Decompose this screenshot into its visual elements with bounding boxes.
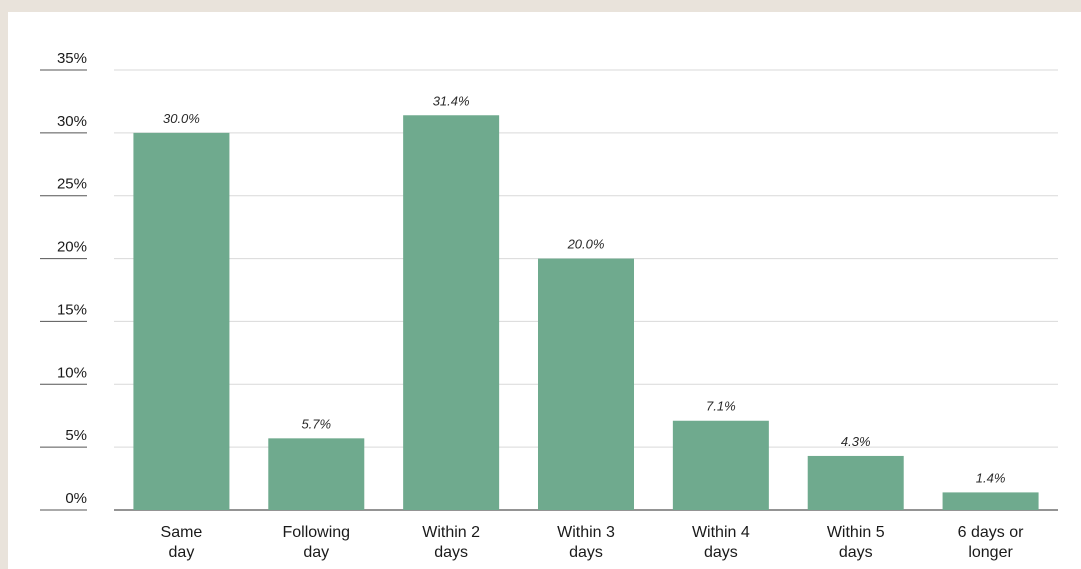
bar-chart: 0% 5% 10% 15% 20% 25% 30% 35% 30.0% Same day 5.7% Fo… bbox=[40, 50, 1058, 561]
x-tick-label: day bbox=[169, 544, 195, 561]
y-tick-label: 20% bbox=[57, 239, 87, 256]
x-tick-label: Within 3 bbox=[557, 524, 615, 541]
y-tick-label: 25% bbox=[57, 176, 87, 193]
x-tick-label: days bbox=[704, 544, 738, 561]
x-tick-label: Within 5 bbox=[827, 524, 885, 541]
x-tick-label: longer bbox=[968, 544, 1013, 561]
data-label: 30.0% bbox=[163, 111, 200, 126]
x-tick-label: Within 2 bbox=[422, 524, 480, 541]
bar bbox=[807, 455, 904, 510]
chart-frame: 0% 5% 10% 15% 20% 25% 30% 35% 30.0% Same day 5.7% Fo… bbox=[8, 12, 1081, 569]
y-tick-label: 30% bbox=[57, 113, 87, 130]
x-tick-label: days bbox=[569, 544, 603, 561]
y-tick-label: 10% bbox=[57, 364, 87, 381]
data-label: 4.3% bbox=[841, 434, 871, 449]
bar bbox=[133, 132, 230, 510]
bar bbox=[672, 420, 769, 510]
x-tick-label: 6 days or bbox=[958, 524, 1024, 541]
y-tick-label: 0% bbox=[65, 490, 87, 507]
data-label: 7.1% bbox=[706, 399, 736, 414]
x-tick-label: Within 4 bbox=[692, 524, 750, 541]
x-tick-label: day bbox=[303, 544, 329, 561]
bar bbox=[942, 492, 1039, 510]
data-label: 31.4% bbox=[433, 93, 470, 108]
y-tick-label: 15% bbox=[57, 301, 87, 318]
x-tick-label: days bbox=[434, 544, 468, 561]
x-tick-label: Same bbox=[161, 524, 203, 541]
x-tick-label: Following bbox=[282, 524, 350, 541]
data-label: 20.0% bbox=[567, 237, 605, 252]
data-label: 1.4% bbox=[976, 470, 1006, 485]
bar bbox=[268, 438, 365, 510]
x-tick-label: days bbox=[839, 544, 873, 561]
y-tick-label: 5% bbox=[65, 427, 87, 444]
y-tick-label: 35% bbox=[57, 50, 87, 67]
bar bbox=[538, 258, 634, 510]
data-label: 5.7% bbox=[301, 416, 331, 431]
bar bbox=[403, 115, 500, 510]
